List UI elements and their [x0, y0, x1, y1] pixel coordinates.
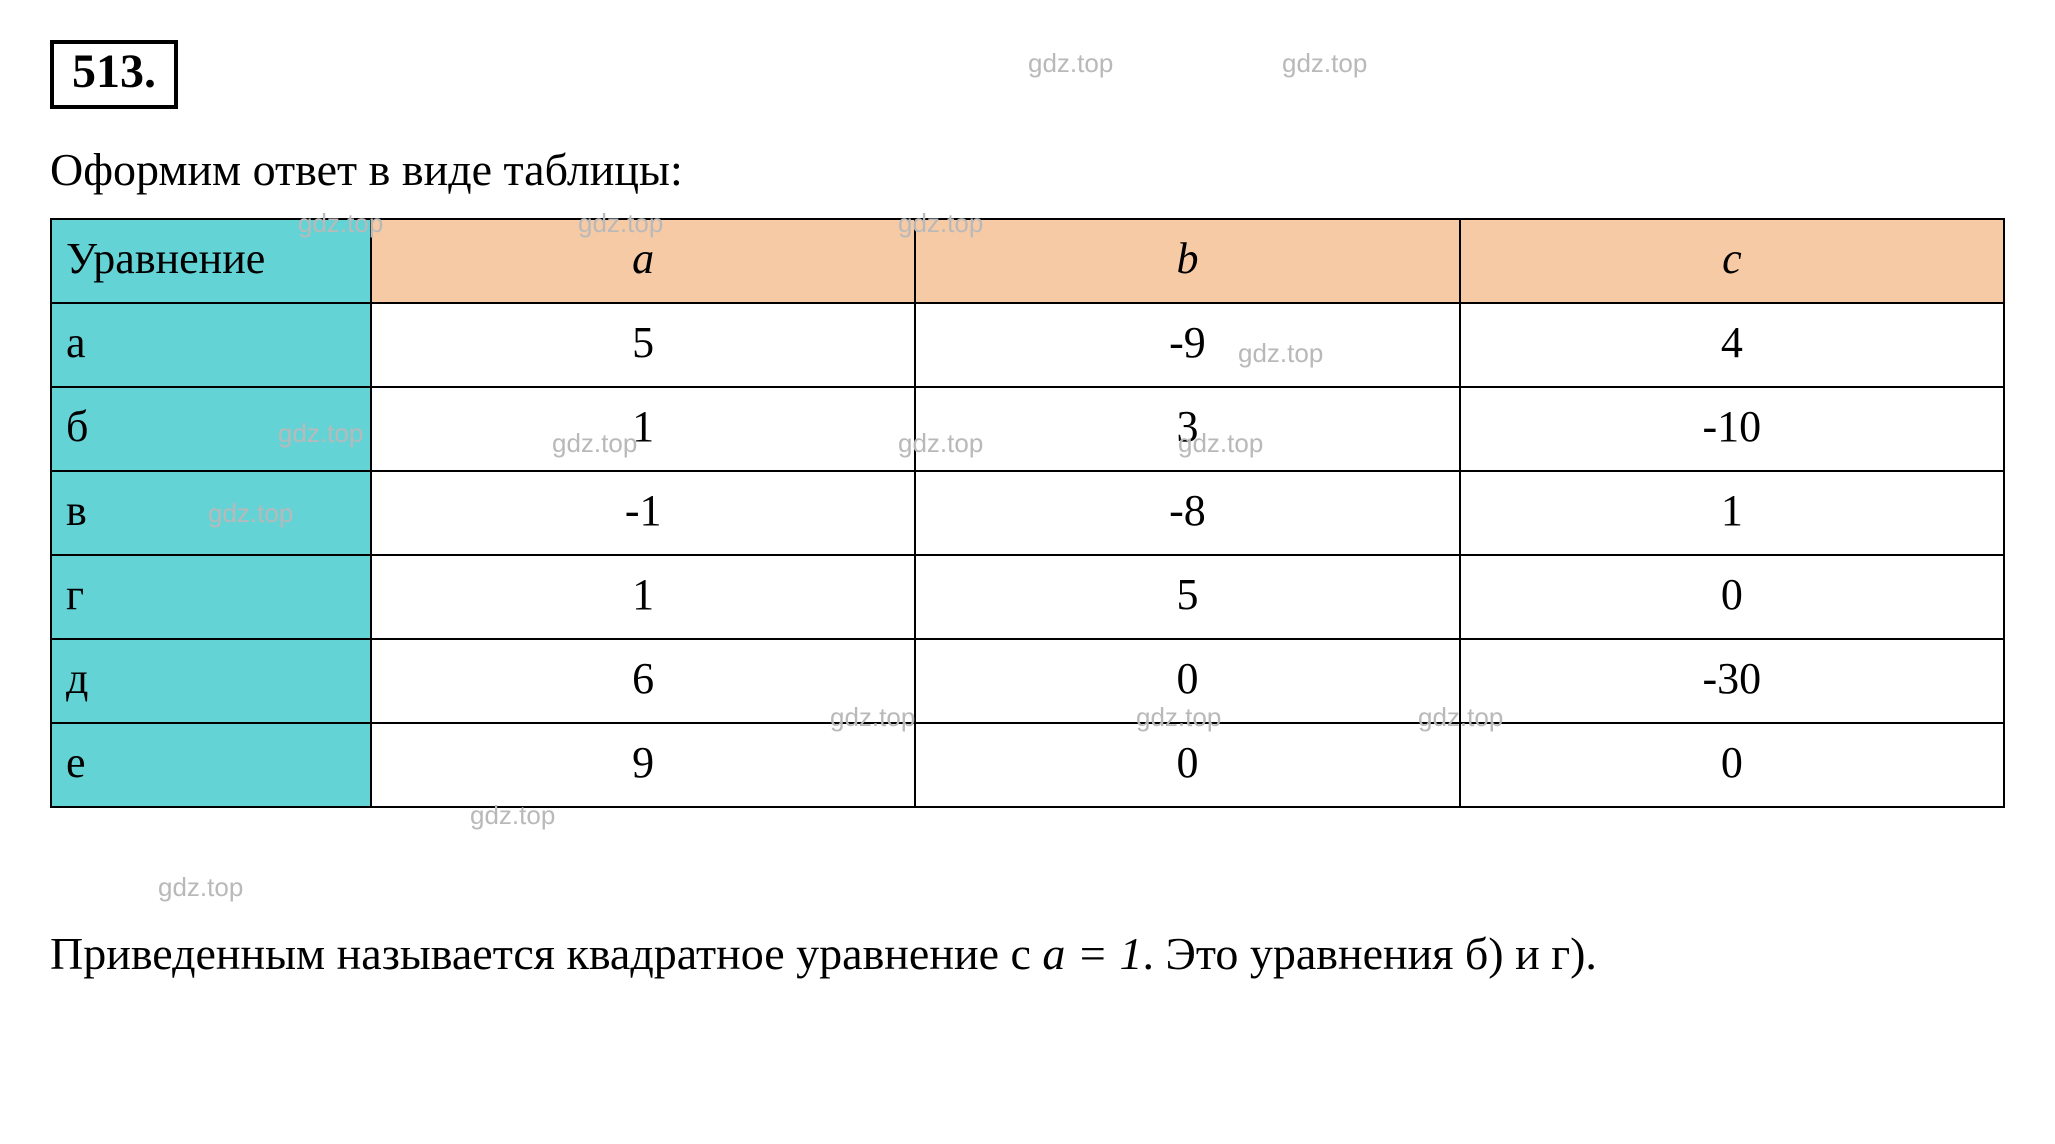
table-row: а 5 -9 4: [51, 303, 2004, 387]
cell-b: -8: [915, 471, 1459, 555]
cell-a: 1: [371, 555, 915, 639]
col-header-a: a: [371, 219, 915, 303]
table-row: е 9 0 0: [51, 723, 2004, 807]
col-header-equation: Уравнение: [51, 219, 371, 303]
closing-paragraph: Приведенным называется квадратное уравне…: [50, 918, 2005, 989]
problem-number-box: 513.: [50, 40, 178, 109]
closing-math: a = 1: [1042, 928, 1142, 979]
table-row: б 1 3 -10: [51, 387, 2004, 471]
cell-a: 9: [371, 723, 915, 807]
table-header-row: Уравнение a b c: [51, 219, 2004, 303]
col-header-b: b: [915, 219, 1459, 303]
watermark-text: gdz.top: [158, 872, 243, 903]
cell-c: -10: [1460, 387, 2004, 471]
watermark-text: gdz.top: [1028, 48, 1113, 79]
watermark-text: gdz.top: [1282, 48, 1367, 79]
table-body: а 5 -9 4 б 1 3 -10 в -1 -8 1 г 1 5 0: [51, 303, 2004, 807]
cell-a: -1: [371, 471, 915, 555]
answer-table: Уравнение a b c а 5 -9 4 б 1 3 -10 в -1: [50, 218, 2005, 808]
cell-a: 5: [371, 303, 915, 387]
cell-a: 1: [371, 387, 915, 471]
cell-b: 0: [915, 639, 1459, 723]
cell-b: 0: [915, 723, 1459, 807]
cell-c: -30: [1460, 639, 2004, 723]
closing-text-2: . Это уравнения б) и г).: [1142, 928, 1596, 979]
row-label: г: [51, 555, 371, 639]
col-header-c: c: [1460, 219, 2004, 303]
table-row: в -1 -8 1: [51, 471, 2004, 555]
closing-text-1: Приведенным называется квадратное уравне…: [50, 928, 1042, 979]
table-row: д 6 0 -30: [51, 639, 2004, 723]
page-root: 513. Оформим ответ в виде таблицы: Уравн…: [0, 0, 2055, 1144]
row-label: в: [51, 471, 371, 555]
problem-number: 513.: [72, 45, 156, 98]
row-label: д: [51, 639, 371, 723]
intro-text: Оформим ответ в виде таблицы:: [50, 143, 2005, 196]
row-label: а: [51, 303, 371, 387]
cell-a: 6: [371, 639, 915, 723]
cell-c: 1: [1460, 471, 2004, 555]
cell-c: 4: [1460, 303, 2004, 387]
table-row: г 1 5 0: [51, 555, 2004, 639]
cell-b: 3: [915, 387, 1459, 471]
cell-b: 5: [915, 555, 1459, 639]
cell-c: 0: [1460, 555, 2004, 639]
cell-b: -9: [915, 303, 1459, 387]
row-label: б: [51, 387, 371, 471]
row-label: е: [51, 723, 371, 807]
cell-c: 0: [1460, 723, 2004, 807]
